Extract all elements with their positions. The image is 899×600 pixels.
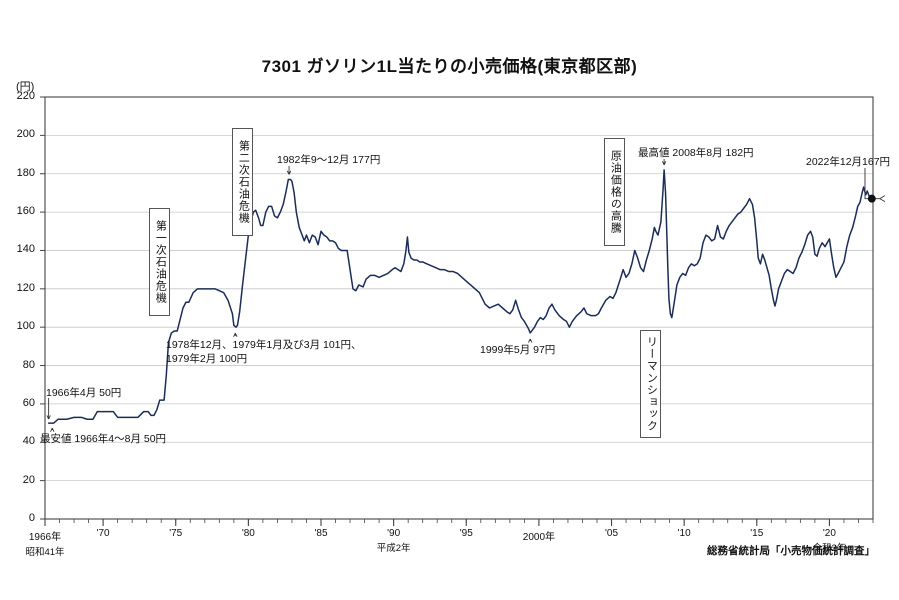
y-axis-tick-label: 120 bbox=[16, 281, 35, 294]
x-axis-tick-label: '10 bbox=[644, 528, 724, 539]
x-tick-main: '70 bbox=[96, 528, 110, 539]
x-tick-marks bbox=[44, 519, 874, 526]
x-tick-main: '90 bbox=[387, 528, 401, 539]
x-tick-era: 平成2年 bbox=[376, 543, 411, 554]
annotation-1978-1979-low-line2: 1979年2月 100円 bbox=[166, 353, 248, 366]
x-axis-tick-label: 2000年 bbox=[499, 528, 579, 543]
price-line bbox=[47, 169, 873, 424]
plot-frame bbox=[44, 96, 874, 520]
x-axis-tick-label: '90 平成2年 bbox=[354, 528, 434, 554]
annotation-leader-lines bbox=[46, 159, 886, 432]
annotation-crude-oil-surge: 原油価格の高騰 bbox=[604, 138, 626, 246]
x-tick-main: '95 bbox=[459, 528, 473, 539]
x-tick-main: '20 bbox=[822, 528, 836, 539]
y-axis-tick-label: 60 bbox=[22, 396, 35, 409]
page-title: 7301 ガソリン1L当たりの小売価格(東京都区部) bbox=[261, 57, 638, 76]
annotation-first-point: 1966年4月 50円 bbox=[46, 387, 122, 399]
y-tick-marks bbox=[40, 96, 45, 520]
x-axis-tick-label: '75 bbox=[136, 528, 216, 539]
x-axis-tick-label: '80 bbox=[208, 528, 288, 539]
y-axis-tick-label: 220 bbox=[16, 90, 35, 102]
y-axis-tick-label: 200 bbox=[16, 128, 35, 141]
y-axis-tick-label: 80 bbox=[22, 358, 35, 371]
x-axis-tick-label: 1966年昭和41年 bbox=[5, 528, 85, 558]
x-tick-main: 1966年 bbox=[28, 532, 62, 543]
latest-value-marker bbox=[867, 194, 876, 203]
annotation-1978-1979-low: 1978年12月、1979年1月及び3月 101円、 1979年2月 100円 bbox=[166, 338, 362, 366]
y-axis-tick-label: 20 bbox=[22, 473, 35, 486]
x-tick-main: '75 bbox=[169, 528, 183, 539]
x-tick-main: '80 bbox=[241, 528, 255, 539]
annotation-maximum: 最高値 2008年8月 182円 bbox=[638, 147, 754, 159]
x-tick-era: 昭和41年 bbox=[25, 547, 65, 558]
x-axis-tick-label: '05 bbox=[572, 528, 652, 539]
x-tick-era: 令和2年 bbox=[812, 543, 847, 554]
y-axis-tick-label: 140 bbox=[16, 243, 35, 256]
annotation-latest: 2022年12月167円 bbox=[806, 156, 891, 168]
y-axis-tick-label: 180 bbox=[16, 166, 35, 179]
y-axis-unit-label: (円) bbox=[16, 81, 35, 93]
y-axis-tick-label: 100 bbox=[16, 320, 35, 333]
x-axis-tick-label: '20 令和2年 bbox=[789, 528, 869, 554]
y-axis-tick-label: 0 bbox=[28, 512, 35, 524]
x-axis-tick-label: '85 bbox=[281, 528, 361, 539]
x-tick-main: '85 bbox=[314, 528, 328, 539]
annotation-first-oil-crisis: 第一次石油危機 bbox=[149, 208, 171, 316]
annotation-minimum: 最安値 1966年4～8月 50円 bbox=[40, 433, 167, 445]
x-axis-tick-label: '70 bbox=[63, 528, 143, 539]
annotation-1999-low: 1999年5月 97円 bbox=[480, 344, 556, 356]
x-axis-tick-label: '95 bbox=[426, 528, 506, 539]
x-tick-main: '05 bbox=[604, 528, 619, 539]
source-note: 総務省統計局「小売物価統計調査」 bbox=[707, 545, 875, 557]
y-axis-tick-label: 40 bbox=[22, 435, 35, 448]
y-axis-tick-label: 160 bbox=[16, 205, 35, 218]
x-axis-tick-label: '15 bbox=[717, 528, 797, 539]
x-tick-main: '10 bbox=[677, 528, 691, 539]
annotation-1982-peak: 1982年9～12月 177円 bbox=[277, 154, 381, 166]
annotation-lehman-shock: リーマンショック bbox=[640, 330, 662, 438]
x-tick-main: 2000年 bbox=[522, 532, 556, 543]
annotation-1978-1979-low-line1: 1978年12月、1979年1月及び3月 101円、 bbox=[166, 339, 362, 351]
x-tick-main: '15 bbox=[750, 528, 764, 539]
annotation-second-oil-crisis: 第二次石油危機 bbox=[232, 128, 254, 236]
